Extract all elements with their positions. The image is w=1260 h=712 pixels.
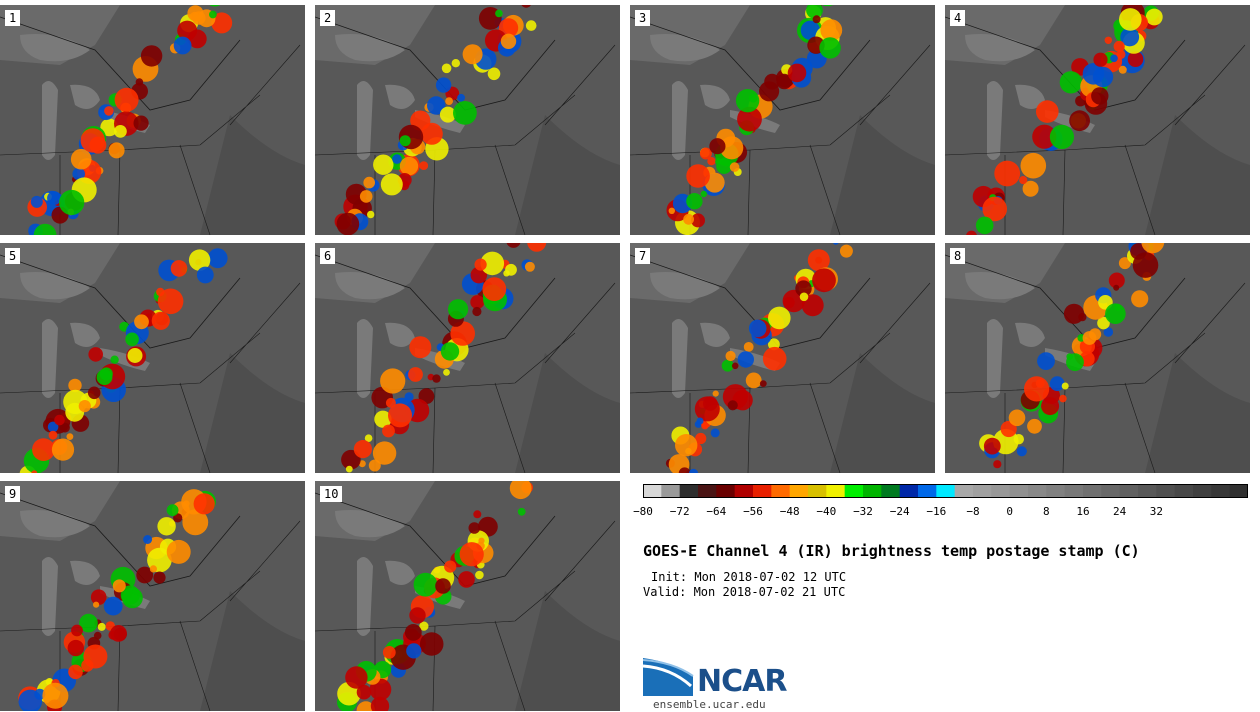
satellite-map	[0, 243, 305, 473]
colorbar-segment	[863, 484, 882, 498]
colorbar-segment	[844, 484, 864, 498]
colorbar-segment	[643, 484, 662, 498]
member-number-label: 1	[5, 10, 21, 26]
colorbar-tick-label: −8	[966, 505, 980, 518]
ensemble-url: ensemble.ucar.edu	[653, 698, 766, 711]
member-number-label: 7	[635, 248, 651, 264]
colorbar-tick-label: −16	[926, 505, 947, 518]
colorbar-segment	[954, 484, 974, 498]
colorbar-segment	[1064, 484, 1084, 498]
colorbar-tick-label: −40	[816, 505, 837, 518]
ensemble-member-panel: 8	[945, 243, 1250, 473]
colorbar-segment	[1046, 484, 1066, 498]
colorbar-tick-label: −64	[706, 505, 727, 518]
colorbar-segment	[973, 484, 992, 498]
colorbar-segment	[1138, 484, 1157, 498]
colorbar-tick-label: 16	[1076, 505, 1090, 518]
ensemble-member-panel: 2	[315, 5, 620, 235]
ensemble-member-panel: 7	[630, 243, 935, 473]
ncar-logo-text: NCAR	[697, 664, 787, 699]
satellite-map	[0, 5, 305, 235]
satellite-map	[315, 243, 620, 473]
colorbar-tick-label: −24	[889, 505, 910, 518]
satellite-map	[945, 5, 1250, 235]
member-number-label: 2	[320, 10, 336, 26]
colorbar-segment	[1083, 484, 1102, 498]
satellite-map	[630, 5, 935, 235]
satellite-map	[630, 243, 935, 473]
member-number-label: 6	[320, 248, 336, 264]
init-time: Init: Mon 2018-07-02 12 UTC	[651, 570, 847, 584]
ensemble-member-panel: 4	[945, 5, 1250, 235]
colorbar-segment	[826, 484, 846, 498]
satellite-map	[945, 243, 1250, 473]
satellite-map	[315, 5, 620, 235]
colorbar-segment	[1174, 484, 1194, 498]
colorbar-tick-label: −32	[853, 505, 873, 518]
ncar-logo-icon	[643, 658, 694, 696]
ensemble-member-panel: 5	[0, 243, 305, 473]
colorbar-segment	[679, 484, 699, 498]
colorbar-segment	[1229, 484, 1248, 498]
colorbar-tick-label: 24	[1113, 505, 1127, 518]
colorbar-segment	[753, 484, 772, 498]
colorbar-segment	[1028, 484, 1047, 498]
member-number-label: 5	[5, 248, 21, 264]
colorbar-segment	[789, 484, 809, 498]
colorbar-tick-label: −80	[633, 505, 653, 518]
member-number-label: 4	[950, 10, 966, 26]
colorbar-segment	[771, 484, 791, 498]
colorbar-tick-label: −72	[669, 505, 690, 518]
colorbar-segment	[918, 484, 937, 498]
ensemble-member-panel: 3	[630, 5, 935, 235]
colorbar-segment	[1156, 484, 1176, 498]
ensemble-member-panel: 1	[0, 5, 305, 235]
colorbar-frame	[643, 484, 1248, 498]
satellite-map	[0, 481, 305, 711]
colorbar-tick-label: 0	[1006, 505, 1013, 518]
ensemble-member-panel: 10	[315, 481, 620, 711]
figure-title: GOES-E Channel 4 (IR) brightness temp po…	[643, 542, 1140, 560]
member-number-label: 3	[635, 10, 651, 26]
colorbar-segment	[808, 484, 827, 498]
colorbar-segment	[1009, 484, 1029, 498]
member-number-label: 8	[950, 248, 966, 264]
colorbar-segment	[734, 484, 754, 498]
colorbar-segment	[1101, 484, 1121, 498]
colorbar-tick-label: 32	[1149, 505, 1163, 518]
colorbar-tick-label: −48	[779, 505, 800, 518]
valid-time: Valid: Mon 2018-07-02 21 UTC	[643, 585, 846, 599]
colorbar-tick-label: −56	[743, 505, 763, 518]
colorbar-tick-label: 8	[1043, 505, 1050, 518]
colorbar-tick-labels: −80 −72 −64 −56 −48 −40 −32 −24 −16 −8 0 8 16 24 32	[633, 505, 1260, 521]
member-number-label: 10	[320, 486, 343, 502]
colorbar-segment	[991, 484, 1011, 498]
temperature-colorbar	[643, 484, 1248, 498]
member-number-label: 9	[5, 486, 21, 502]
ensemble-member-panel: 6	[315, 243, 620, 473]
ensemble-member-panel: 9	[0, 481, 305, 711]
colorbar-segment	[881, 484, 901, 498]
colorbar-segment	[716, 484, 736, 498]
colorbar-segment	[899, 484, 919, 498]
colorbar-segment	[1211, 484, 1231, 498]
colorbar-segment	[1193, 484, 1212, 498]
colorbar-segment	[661, 484, 681, 498]
colorbar-segment	[1119, 484, 1139, 498]
colorbar-segment	[936, 484, 956, 498]
satellite-map	[315, 481, 620, 711]
colorbar-segment	[698, 484, 717, 498]
